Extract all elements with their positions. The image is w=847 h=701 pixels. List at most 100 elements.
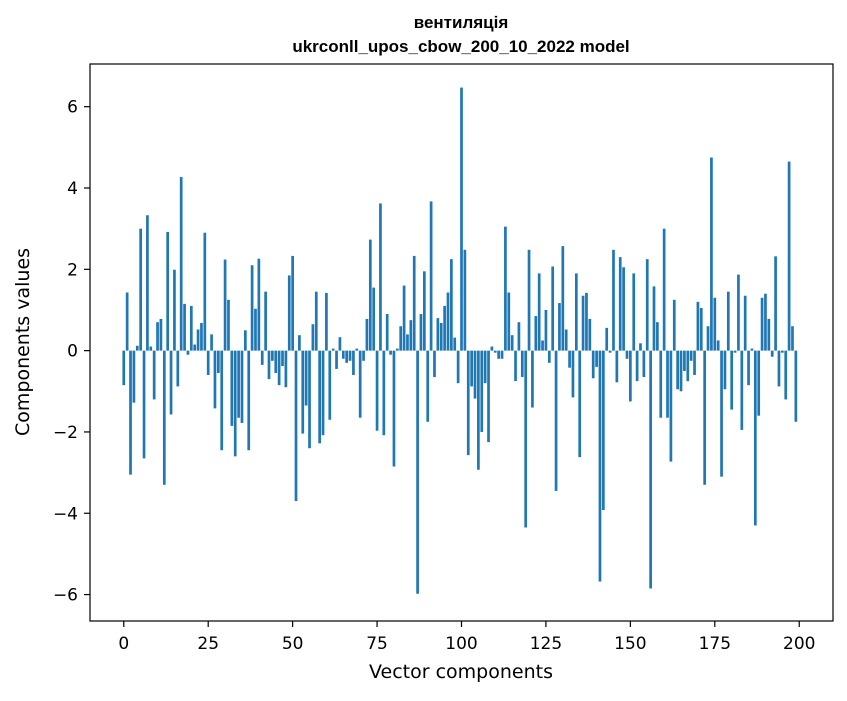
bar: [426, 350, 430, 422]
y-tick-label: −4: [53, 504, 78, 524]
bar: [733, 350, 737, 353]
bar: [372, 287, 376, 351]
bar: [784, 350, 788, 400]
bar: [767, 318, 771, 351]
bar: [740, 350, 744, 430]
bar: [760, 297, 764, 351]
bar: [220, 350, 224, 451]
bar: [375, 350, 379, 431]
bar: [743, 295, 747, 351]
bar: [149, 346, 153, 351]
bar: [466, 350, 470, 456]
bar: [129, 350, 132, 475]
bar: [294, 350, 298, 502]
bar: [254, 308, 257, 351]
bar: [578, 350, 582, 458]
bar: [618, 257, 622, 351]
bar: [135, 345, 139, 351]
bar: [406, 334, 409, 351]
y-tick-label: 0: [67, 342, 78, 362]
bar: [345, 350, 349, 363]
bar: [382, 350, 386, 436]
bar: [240, 350, 244, 424]
bar: [656, 322, 659, 351]
bar: [601, 350, 605, 511]
bar: [335, 350, 338, 369]
bar: [321, 350, 325, 436]
bar: [652, 286, 656, 351]
bar: [156, 322, 159, 351]
bar: [591, 350, 595, 379]
bar: [520, 350, 524, 378]
bar: [328, 350, 332, 420]
bar: [625, 350, 629, 359]
bar: [216, 350, 220, 373]
y-axis-ticks: −6 −4 −2 0 2 4 6: [53, 98, 90, 606]
bar: [385, 314, 389, 351]
bar: [355, 348, 359, 351]
bar: [189, 305, 193, 351]
bar: [527, 249, 531, 351]
bar: [223, 259, 227, 351]
bar: [193, 344, 197, 351]
bar: [399, 326, 403, 351]
bar: [737, 274, 740, 351]
bar: [419, 314, 423, 351]
bar: [338, 337, 342, 351]
bar: [308, 350, 311, 449]
bar: [531, 350, 534, 408]
bar: [433, 350, 436, 378]
bar: [162, 350, 166, 485]
bar: [615, 350, 619, 383]
bar: [318, 350, 322, 444]
bar: [453, 337, 457, 351]
bar: [298, 335, 301, 351]
bar: [504, 226, 507, 351]
bar: [456, 350, 460, 384]
bar: [139, 228, 143, 351]
bars-group: [122, 87, 798, 594]
bar: [176, 350, 180, 387]
bar: [304, 350, 308, 406]
bar: [267, 350, 271, 380]
bar: [608, 350, 612, 353]
bar: [574, 273, 578, 351]
bar: [659, 350, 663, 418]
bar: [635, 350, 639, 382]
bar: [723, 350, 727, 390]
bar: [331, 348, 335, 351]
bar: [696, 301, 700, 351]
bar: [753, 350, 757, 526]
bar: [598, 350, 602, 582]
bar: [301, 350, 305, 434]
bar: [389, 350, 392, 355]
bar: [561, 246, 565, 351]
bar: [534, 316, 538, 351]
bar: [517, 322, 521, 351]
bar: [666, 350, 669, 418]
bar: [281, 350, 284, 367]
x-tick-label: 0: [118, 634, 129, 654]
bar: [125, 292, 129, 351]
bar: [379, 203, 382, 351]
bar: [541, 340, 544, 351]
bar: [747, 350, 750, 386]
bar: [169, 350, 173, 415]
bar: [585, 292, 588, 351]
bar: [547, 350, 551, 363]
plot-frame: [89, 63, 834, 622]
bar: [196, 329, 200, 351]
bar: [409, 320, 413, 351]
bar: [142, 350, 146, 459]
bar: [146, 215, 149, 351]
bar: [230, 350, 234, 426]
bar: [710, 157, 713, 351]
bar: [544, 309, 548, 351]
bar: [416, 350, 419, 594]
bar: [477, 350, 480, 470]
bar: [726, 291, 730, 351]
bar: [132, 350, 136, 403]
bar: [365, 318, 369, 351]
x-tick-label: 25: [197, 634, 219, 654]
bar: [186, 350, 190, 355]
